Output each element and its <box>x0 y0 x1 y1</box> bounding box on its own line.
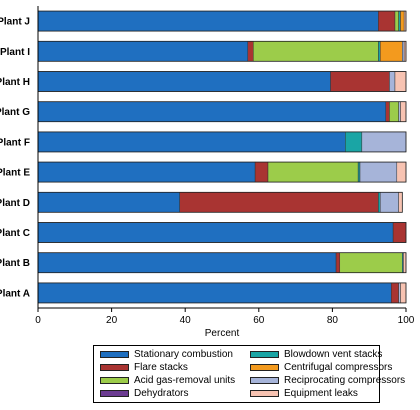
x-tick-label-20: 20 <box>106 315 118 326</box>
bar-segment-plant-e-equipment-leaks <box>396 161 407 183</box>
bar-segment-plant-a-equipment-leaks <box>400 282 407 304</box>
legend-label-stationary-combustion: Stationary combustion <box>134 349 233 360</box>
bar-segment-plant-a-flare-stacks <box>391 282 399 304</box>
legend-label-flare-stacks: Flare stacks <box>134 362 188 373</box>
bar-segment-plant-c-stationary-combustion <box>37 222 394 243</box>
bar-segment-plant-h-equipment-leaks <box>394 71 407 92</box>
legend-swatch-equipment-leaks <box>250 390 279 397</box>
bar-segment-plant-d-flare-stacks <box>179 192 379 213</box>
bar-segment-plant-i-flare-stacks <box>247 41 254 62</box>
bar-segment-plant-j-flare-stacks <box>378 10 396 32</box>
bar-segment-plant-f-stationary-combustion <box>37 131 346 153</box>
bar-segment-plant-g-equipment-leaks <box>400 101 407 122</box>
bar-segment-plant-f-blowdown-vent-stacks <box>345 131 363 153</box>
bar-segment-plant-h-reciprocating-compressors <box>389 71 396 92</box>
legend-item-reciprocating-compressors: Reciprocating compressors <box>250 374 405 387</box>
legend-label-equipment-leaks: Equipment leaks <box>284 388 358 399</box>
legend-swatch-flare-stacks <box>100 364 129 371</box>
legend-swatch-centrifugal-compressors <box>250 364 279 371</box>
legend-item-centrifugal-compressors: Centrifugal compressors <box>250 361 392 374</box>
bar-segment-plant-j-blowdown-vent-stacks <box>398 10 401 32</box>
bar-segment-plant-i-centrifugal-compressors <box>379 41 403 62</box>
legend-swatch-stationary-combustion <box>100 351 129 358</box>
bar-segment-plant-b-flare-stacks <box>335 252 341 273</box>
bar-segment-plant-d-reciprocating-compressors <box>379 192 399 213</box>
legend-label-reciprocating-compressors: Reciprocating compressors <box>284 375 406 386</box>
bar-segment-plant-i-blowdown-vent-stacks <box>378 41 381 62</box>
bar-segment-plant-i-acid-gas-removal-units <box>253 41 379 62</box>
bar-segment-plant-g-acid-gas-removal-units <box>389 101 399 122</box>
bar-segment-plant-f-reciprocating-compressors <box>361 131 407 153</box>
category-label-plant-d: Plant D <box>0 198 30 209</box>
legend-swatch-dehydrators <box>100 390 129 397</box>
bar-segment-plant-e-acid-gas-removal-units <box>267 161 359 183</box>
legend-item-stationary-combustion: Stationary combustion <box>100 348 250 361</box>
x-tick-label-40: 40 <box>180 315 192 326</box>
category-label-plant-i: Plant I <box>0 47 30 58</box>
category-label-plant-g: Plant G <box>0 107 30 118</box>
bar-segment-plant-h-flare-stacks <box>330 71 390 92</box>
legend-label-centrifugal-compressors: Centrifugal compressors <box>284 362 393 373</box>
bar-segment-plant-g-reciprocating-compressors <box>398 101 401 122</box>
category-label-plant-b: Plant B <box>0 258 30 269</box>
x-axis-title: Percent <box>205 328 240 339</box>
legend-item-blowdown-vent-stacks: Blowdown vent stacks <box>250 348 384 361</box>
legend-swatch-reciprocating-compressors <box>250 377 279 384</box>
bar-segment-plant-i-stationary-combustion <box>37 41 249 62</box>
x-tick-label-100: 100 <box>398 315 415 326</box>
bar-segment-plant-c-flare-stacks <box>392 222 407 243</box>
bar-segment-plant-a-reciprocating-compressors <box>398 282 401 304</box>
bar-segment-plant-a-stationary-combustion <box>37 282 392 304</box>
category-label-plant-a: Plant A <box>0 288 30 299</box>
legend-item-dehydrators: Dehydrators <box>100 387 250 400</box>
x-tick-label-60: 60 <box>253 315 265 326</box>
legend-swatch-acid-gas-removal-units <box>100 377 129 384</box>
bar-segment-plant-d-stationary-combustion <box>37 192 180 213</box>
category-label-plant-f: Plant F <box>0 137 30 148</box>
bar-segment-plant-g-flare-stacks <box>385 101 390 122</box>
legend-label-dehydrators: Dehydrators <box>134 388 189 399</box>
bar-segment-plant-j-acid-gas-removal-units <box>394 10 399 32</box>
bar-segment-plant-i-reciprocating-compressors <box>402 41 405 62</box>
bar-segment-plant-h-stationary-combustion <box>37 71 331 92</box>
category-label-plant-e: Plant E <box>0 168 30 179</box>
bar-segment-plant-b-stationary-combustion <box>37 252 337 273</box>
legend-item-acid-gas-removal-units: Acid gas-removal units <box>100 374 250 387</box>
legend-label-blowdown-vent-stacks: Blowdown vent stacks <box>284 349 383 360</box>
x-tick-label-80: 80 <box>327 315 339 326</box>
bar-segment-plant-e-flare-stacks <box>254 161 269 183</box>
bar-segment-plant-d-equipment-leaks <box>398 192 403 213</box>
x-tick-label-0: 0 <box>35 315 41 326</box>
legend-swatch-blowdown-vent-stacks <box>250 351 279 358</box>
bar-segment-plant-b-acid-gas-removal-units <box>339 252 403 273</box>
legend-item-flare-stacks: Flare stacks <box>100 361 250 374</box>
stacked-bar-chart: Plant J Plant I Plant H Plant G Plant F Plant… <box>0 6 415 339</box>
bar-segment-plant-e-reciprocating-compressors <box>359 161 398 183</box>
category-label-plant-j: Plant J <box>0 17 30 28</box>
category-label-plant-h: Plant H <box>0 77 30 88</box>
chart-legend: Stationary combustion Flare stacks Acid ga… <box>93 345 405 403</box>
bar-segment-plant-e-stationary-combustion <box>37 161 256 183</box>
bar-segment-plant-j-centrifugal-compressors <box>400 10 405 32</box>
bar-segment-plant-e-blowdown-vent-stacks <box>357 161 361 183</box>
bar-segment-plant-d-blowdown-vent-stacks <box>378 192 381 213</box>
bar-segment-plant-j-stationary-combustion <box>37 10 379 32</box>
category-label-plant-c: Plant C <box>0 228 30 239</box>
legend-item-equipment-leaks: Equipment leaks <box>250 387 384 400</box>
legend-label-acid-gas-removal-units: Acid gas-removal units <box>134 375 236 386</box>
bar-segment-plant-g-stationary-combustion <box>37 101 387 122</box>
